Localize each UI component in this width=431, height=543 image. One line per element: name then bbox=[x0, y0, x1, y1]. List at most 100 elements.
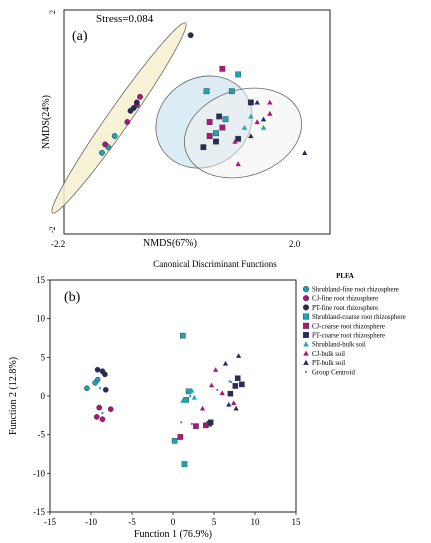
y-tick-label: 15 bbox=[36, 275, 46, 285]
b-point-shrubland-fine-root-rhizosphere bbox=[92, 380, 98, 386]
panel-b-label: (b) bbox=[64, 290, 81, 305]
legend-entry-group-centroid: Group Centroid bbox=[304, 369, 355, 376]
b-point-group-centroid bbox=[98, 377, 101, 380]
b-point-group-centroid bbox=[228, 380, 231, 383]
a-point-cj-bulk-soil bbox=[254, 119, 260, 125]
a-point-shrubland-coarse-root-rhizosphere bbox=[222, 116, 229, 123]
panel-b-plot-frame bbox=[49, 279, 297, 513]
legend-label: CJ-bulk soil bbox=[312, 351, 345, 358]
legend-entry-cj-fine-root-rhizosphere: CJ-fine root rhizosphere bbox=[302, 295, 378, 303]
legend-marker bbox=[303, 359, 309, 365]
b-point-cj-fine-root-rhizosphere bbox=[96, 404, 103, 411]
b-point-pt-bulk-soil bbox=[226, 401, 232, 407]
panel-a-xtick-min: -2.2 bbox=[51, 239, 65, 249]
b-point-group-centroid bbox=[189, 394, 192, 398]
b-point-cj-bulk-soil bbox=[213, 367, 219, 372]
b-point-cj-coarse-root-rhizosphere bbox=[177, 434, 184, 440]
a-point-cj-coarse-root-rhizosphere bbox=[219, 124, 226, 131]
b-point-shrubland-bulk-soil bbox=[191, 394, 197, 400]
b-point-pt-bulk-soil bbox=[222, 360, 229, 366]
panel-b-discriminant-plot: -15 -10 -5 0 5 10 15 15 10 5 0 -5 -10 -15 (b) Functio… bbox=[8, 275, 301, 540]
a-point-pt-fine-root-rhizosphere bbox=[187, 32, 194, 39]
b-point-cj-bulk-soil bbox=[199, 405, 206, 411]
panel-a-points bbox=[99, 32, 308, 167]
a-point-pt-coarse-root-rhizosphere bbox=[213, 138, 219, 145]
panel-b-xlabel: Function 1 (76.9%) bbox=[134, 529, 212, 540]
a-point-shrubland-bulk-soil bbox=[260, 124, 267, 130]
b-point-pt-coarse-root-rhizosphere bbox=[232, 383, 239, 389]
legend-entry-pt-bulk-soil: PT-bulk soil bbox=[303, 359, 345, 367]
a-point-shrubland-coarse-root-rhizosphere bbox=[228, 88, 235, 95]
legend-marker bbox=[302, 295, 310, 302]
b-point-cj-fine-root-rhizosphere bbox=[99, 416, 106, 423]
legend-entry-shrubland-coarse-root-rhizosphere: Shrubland-coarse root rhizosphere bbox=[303, 313, 406, 321]
a-point-cj-fine-root-rhizosphere bbox=[124, 119, 131, 125]
legend-label: CJ-coarse root rhizosphere bbox=[312, 323, 385, 330]
legend-marker bbox=[302, 304, 310, 311]
b-point-shrubland-bulk-soil bbox=[180, 398, 186, 403]
b-point-pt-coarse-root-rhizosphere bbox=[227, 390, 234, 397]
a-point-shrubland-bulk-soil bbox=[241, 124, 248, 130]
legend-entry-cj-coarse-root-rhizosphere: CJ-coarse root rhizosphere bbox=[303, 322, 385, 330]
a-point-pt-coarse-root-rhizosphere bbox=[235, 135, 242, 142]
legend-entry-shrubland-bulk-soil: Shrubland-bulk soil bbox=[303, 341, 366, 349]
a-point-pt-coarse-root-rhizosphere bbox=[200, 144, 207, 151]
a-point-shrubland-coarse-root-rhizosphere bbox=[203, 88, 210, 95]
a-point-shrubland-fine-root-rhizosphere bbox=[99, 149, 105, 156]
panel-b-ticks: -15 -10 -5 0 5 10 15 15 10 5 0 -5 -10 -15 bbox=[33, 275, 301, 527]
panel-a-ytick-min: -2 bbox=[48, 226, 57, 233]
x-tick-label: -5 bbox=[128, 517, 136, 527]
a-point-cj-fine-root-rhizosphere bbox=[137, 93, 143, 100]
b-point-pt-fine-root-rhizosphere bbox=[102, 371, 108, 378]
a-point-pt-bulk-soil bbox=[254, 99, 260, 105]
y-tick-label: 5 bbox=[41, 352, 46, 362]
x-tick-label: -15 bbox=[44, 517, 56, 527]
y-tick-label: -10 bbox=[33, 468, 45, 478]
legend-marker bbox=[303, 332, 310, 339]
b-point-cj-bulk-soil bbox=[208, 382, 215, 388]
b-point-shrubland-coarse-root-rhizosphere bbox=[171, 438, 178, 444]
panel-a-ytick-max: 2 bbox=[48, 10, 57, 14]
legend-label: PT-fine root rhizosphere bbox=[312, 305, 378, 312]
legend-marker bbox=[303, 341, 309, 347]
a-point-pt-coarse-root-rhizosphere bbox=[247, 99, 254, 106]
a-point-pt-bulk-soil bbox=[260, 116, 267, 122]
legend-label: Group Centroid bbox=[312, 369, 355, 376]
panel-a-stress-label: Stress=0.084 bbox=[96, 13, 154, 25]
y-tick-label: 10 bbox=[36, 314, 46, 324]
legend-label: Shrubland-fine root rhizosphere bbox=[312, 287, 399, 294]
a-point-pt-bulk-soil bbox=[301, 150, 308, 155]
a-point-cj-bulk-soil bbox=[235, 161, 241, 167]
x-tick-label: 0 bbox=[171, 517, 176, 527]
panel-a-xtick-max: 2.0 bbox=[289, 239, 301, 249]
legend-marker bbox=[303, 322, 310, 329]
panel-b-points bbox=[84, 332, 245, 467]
b-point-pt-fine-root-rhizosphere bbox=[94, 366, 101, 373]
legend-entries: Shrubland-fine root rhizosphere CJ-fine r… bbox=[302, 285, 406, 376]
a-point-cj-fine-root-rhizosphere bbox=[102, 141, 109, 148]
legend-marker bbox=[304, 370, 308, 373]
panel-a-label: (a) bbox=[72, 29, 88, 44]
b-point-group-centroid bbox=[101, 411, 104, 415]
legend-entry-pt-fine-root-rhizosphere: PT-fine root rhizosphere bbox=[302, 304, 378, 312]
a-point-shrubland-bulk-soil bbox=[248, 113, 254, 119]
x-tick-label: 15 bbox=[292, 517, 302, 527]
legend-entry-cj-bulk-soil: CJ-bulk soil bbox=[303, 350, 345, 358]
b-point-shrubland-coarse-root-rhizosphere bbox=[180, 332, 186, 339]
x-tick-label: -10 bbox=[85, 517, 97, 527]
b-point-pt-coarse-root-rhizosphere bbox=[234, 375, 241, 382]
b-point-group-centroid bbox=[230, 380, 233, 384]
b-point-group-centroid bbox=[98, 387, 102, 390]
y-tick-label: -5 bbox=[38, 430, 46, 440]
b-point-cj-fine-root-rhizosphere bbox=[93, 414, 100, 420]
a-point-cj-bulk-soil bbox=[267, 110, 273, 116]
x-tick-label: 5 bbox=[212, 517, 217, 527]
a-point-shrubland-coarse-root-rhizosphere bbox=[213, 130, 219, 137]
legend-label: Shrubland-coarse root rhizosphere bbox=[312, 314, 406, 321]
a-point-cj-coarse-root-rhizosphere bbox=[206, 133, 213, 139]
panel-b-ylabel: Function 2 (12.8%) bbox=[8, 357, 19, 435]
legend-marker bbox=[303, 313, 310, 320]
legend-label: CJ-fine root rhizosphere bbox=[312, 296, 378, 303]
a-point-cj-coarse-root-rhizosphere bbox=[206, 119, 213, 125]
